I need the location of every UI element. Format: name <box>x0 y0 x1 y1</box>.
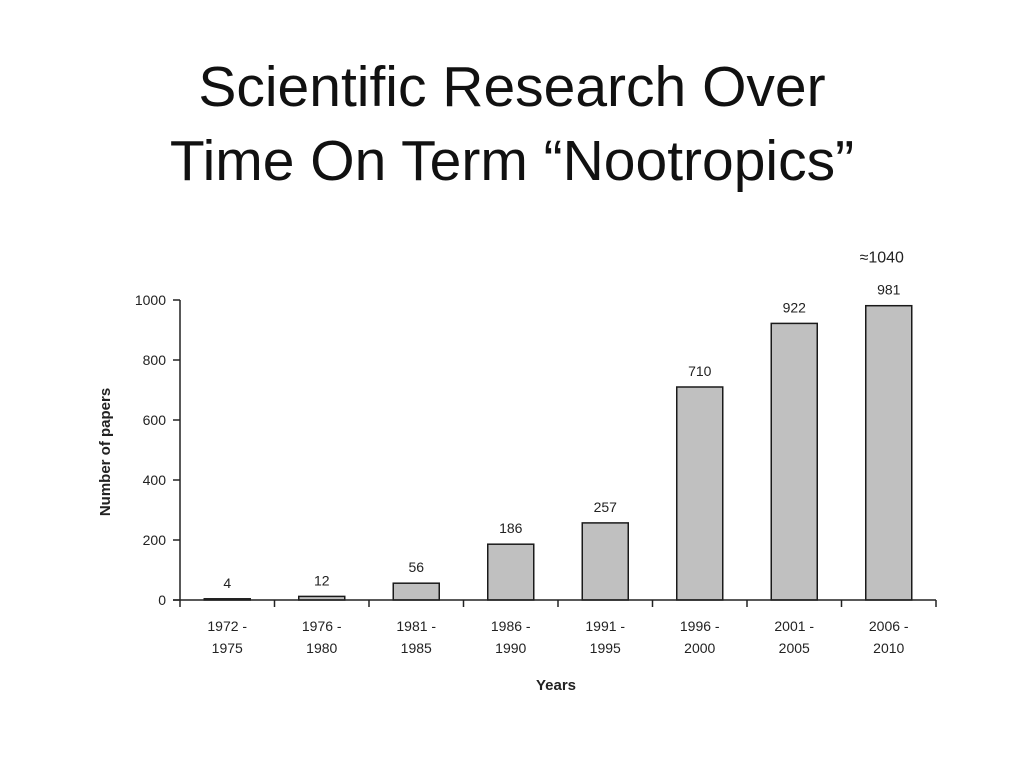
bar <box>581 522 629 601</box>
annotation-label: ≈1040 <box>860 250 904 267</box>
y-tick-label: 600 <box>143 412 167 428</box>
data-label: 186 <box>499 520 523 536</box>
data-label: 922 <box>783 299 807 315</box>
slide-title-line-2: Time On Term “Nootropics” <box>169 129 855 193</box>
x-tick-label: 2001 -2005 <box>774 618 814 656</box>
data-label: 710 <box>688 363 712 379</box>
x-tick-label: 1986 -1990 <box>491 618 531 656</box>
slide-title: Scientific Research Over Time On Term “N… <box>0 50 1024 198</box>
x-tick-label: 1996 -2000 <box>680 618 720 656</box>
bar <box>392 582 440 601</box>
bar <box>676 386 724 601</box>
data-label: 56 <box>408 559 424 575</box>
y-tick-label: 0 <box>158 592 166 608</box>
data-label: 4 <box>223 575 231 591</box>
x-tick-label: 2006 -2010 <box>869 618 909 656</box>
x-axis-title: Years <box>536 677 576 694</box>
y-axis-title: Number of papers <box>97 388 114 516</box>
data-label: 12 <box>314 572 330 588</box>
data-label: 257 <box>594 499 618 515</box>
y-tick-label: 800 <box>143 352 167 368</box>
x-tick-label: 1976 -1980 <box>302 618 342 656</box>
y-tick-label: 400 <box>143 472 167 488</box>
bar <box>865 304 913 601</box>
y-tick-label: 200 <box>143 532 167 548</box>
x-tick-label: 1991 -1995 <box>585 618 625 656</box>
bar <box>770 322 818 601</box>
x-tick-label: 1981 -1985 <box>396 618 436 656</box>
slide-title-line-1: Scientific Research Over <box>198 55 826 119</box>
data-label: 981 <box>877 282 901 298</box>
y-tick-label: 1000 <box>135 292 166 308</box>
x-tick-label: 1972 -1975 <box>207 618 247 656</box>
bar <box>487 543 535 601</box>
